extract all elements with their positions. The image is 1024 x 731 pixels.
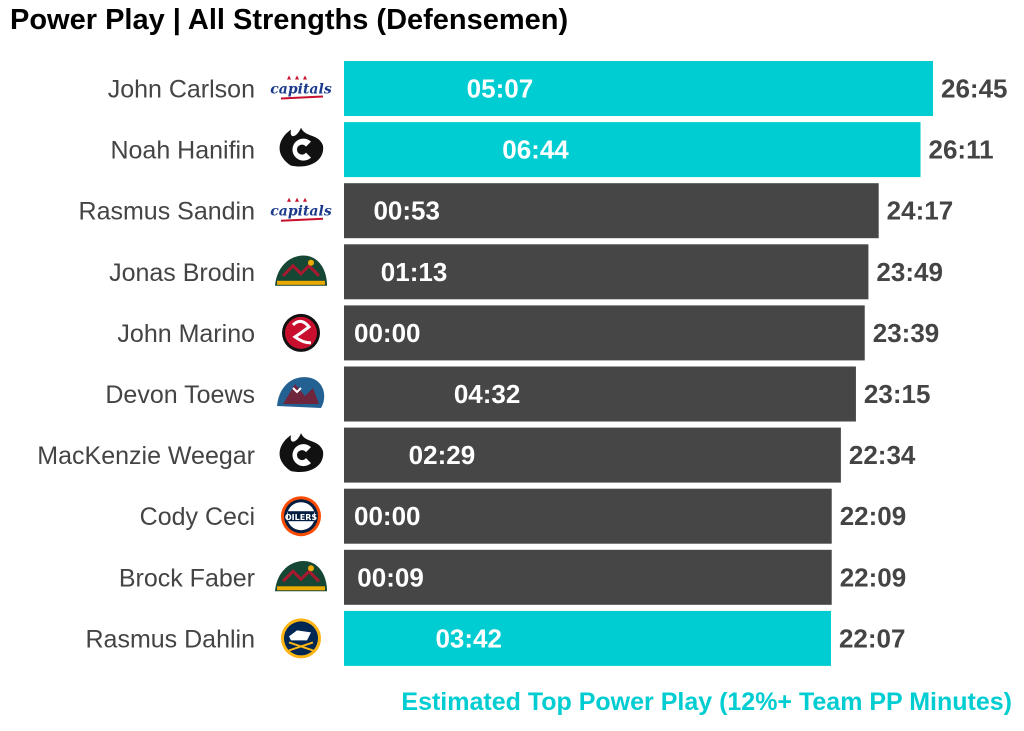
player-name-label: John Marino <box>117 320 255 348</box>
bar-row: Cody Ceci OILERS 00:00 22:09 <box>140 488 907 544</box>
total-time-label: 22:09 <box>840 562 907 592</box>
player-name-label: Rasmus Sandin <box>79 198 255 226</box>
player-name-label: John Carlson <box>108 76 255 104</box>
avalanche-logo-icon <box>277 377 325 408</box>
svg-text:OILERS: OILERS <box>285 513 318 522</box>
bar <box>344 61 933 116</box>
chart-footnote: Estimated Top Power Play (12%+ Team PP M… <box>401 688 1012 716</box>
flames-logo-icon <box>279 433 324 472</box>
pp-time-label: 00:53 <box>373 196 440 226</box>
chart-title: Power Play | All Strengths (Defensemen) <box>10 4 569 36</box>
pp-time-label: 00:00 <box>354 501 421 531</box>
bar <box>344 244 869 300</box>
bar-row: John Marino 00:00 23:39 <box>117 305 940 361</box>
wild-logo-icon <box>275 561 327 592</box>
devils-logo-icon <box>282 313 320 352</box>
total-time-label: 26:45 <box>941 74 1008 104</box>
bar <box>344 610 831 666</box>
bar-row: John Carlson capitals 05:07 26:45 <box>108 61 1008 116</box>
player-name-label: Devon Toews <box>105 381 255 409</box>
pp-time-label: 04:32 <box>454 379 521 409</box>
total-time-label: 23:15 <box>864 379 931 409</box>
total-time-label: 22:07 <box>839 623 906 653</box>
oilers-logo-icon: OILERS <box>281 496 321 537</box>
pp-time-label: 06:44 <box>502 135 569 165</box>
svg-text:capitals: capitals <box>270 204 332 220</box>
player-name-label: MacKenzie Weegar <box>37 442 255 470</box>
pp-time-label: 00:09 <box>357 562 424 592</box>
bar <box>344 427 841 483</box>
wild-logo-icon <box>275 255 327 286</box>
capitals-logo-icon: capitals <box>270 197 332 222</box>
bar <box>344 488 832 544</box>
bar-row: Rasmus Dahlin 03:42 22:07 <box>85 610 906 666</box>
total-time-label: 22:09 <box>840 501 907 531</box>
bar <box>344 549 832 605</box>
bar-row: MacKenzie Weegar 02:29 22:34 <box>37 427 916 483</box>
bar <box>344 366 856 422</box>
pp-time-label: 00:00 <box>354 318 421 348</box>
total-time-label: 22:34 <box>849 440 916 470</box>
pp-time-label: 02:29 <box>409 440 476 470</box>
player-name-label: Noah Hanifin <box>110 137 255 165</box>
player-name-label: Rasmus Dahlin <box>85 625 255 653</box>
svg-text:capitals: capitals <box>270 82 332 98</box>
pp-time-label: 03:42 <box>435 623 502 653</box>
pp-time-label: 05:07 <box>467 74 534 104</box>
bar-row: Jonas Brodin 01:13 23:49 <box>109 244 943 300</box>
player-name-label: Jonas Brodin <box>109 259 255 287</box>
capitals-logo-icon: capitals <box>270 75 332 100</box>
bar-row: Devon Toews 04:32 23:15 <box>105 366 931 422</box>
pp-time-label: 01:13 <box>381 257 448 287</box>
total-time-label: 24:17 <box>887 196 954 226</box>
player-name-label: Cody Ceci <box>140 503 255 531</box>
bar <box>344 183 879 239</box>
flames-logo-icon <box>279 127 324 167</box>
total-time-label: 23:49 <box>876 257 943 287</box>
player-name-label: Brock Faber <box>119 564 255 592</box>
total-time-label: 23:39 <box>873 318 940 348</box>
total-time-label: 26:11 <box>929 135 994 165</box>
bar <box>344 122 921 178</box>
bar <box>344 305 865 361</box>
sabres-logo-icon <box>281 618 321 659</box>
bar-row: Brock Faber 00:09 22:09 <box>119 549 907 605</box>
bar-row: Noah Hanifin 06:44 26:11 <box>110 122 994 178</box>
bar-row: Rasmus Sandin capitals 00:53 24:17 <box>79 183 954 239</box>
